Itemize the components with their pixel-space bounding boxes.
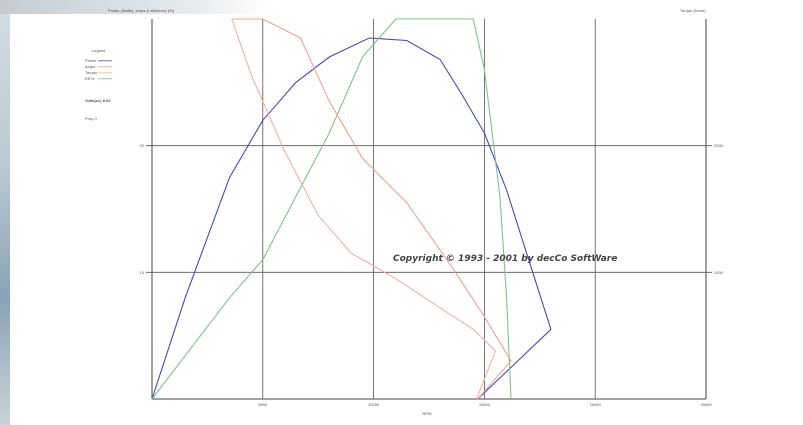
legend-entry-label: Power	[85, 58, 97, 63]
right-tick-label: 2000	[714, 143, 724, 148]
right-tick-label: 1000	[714, 270, 724, 275]
window-edge	[0, 0, 10, 425]
series-amps-line	[231, 18, 512, 400]
x-tick-label: 10000	[368, 402, 380, 407]
series-lines	[151, 18, 552, 400]
legend-volts: Volts(cc) 8.00	[85, 98, 111, 103]
x-axis-label: RPM	[423, 411, 432, 416]
title-bar-fragment	[0, 0, 270, 14]
legend-title: Legend	[92, 48, 105, 53]
legend-entry-label: Amps	[85, 64, 95, 69]
left-tick-label: 20	[140, 143, 145, 148]
grid	[146, 19, 712, 400]
chart-title: Power (Watts), amps & efficiency (%)	[108, 8, 175, 13]
x-tick-label: 15000	[479, 402, 491, 407]
left-tick-label: 10	[140, 270, 145, 275]
legend-entry-label: Torque	[85, 70, 98, 75]
copyright-annotation: Copyright © 1993 - 2001 by decCo SoftWar…	[393, 254, 617, 264]
x-tick-label: 20000	[590, 402, 602, 407]
x-tick-label: 25000	[700, 402, 712, 407]
x-tick-label: 5000	[258, 402, 268, 407]
legend-entry-label: Eff %	[85, 76, 95, 81]
legend-prop: Prop 0	[85, 116, 98, 121]
tick-labels: 5000 10000 15000 20000 25000 10 1000 20 2000	[140, 143, 724, 407]
right-axis-title: Torque (Nmm)	[680, 8, 706, 13]
series-eff-line	[151, 18, 512, 400]
series-power-line	[151, 37, 552, 400]
series-torque-line	[231, 18, 497, 400]
